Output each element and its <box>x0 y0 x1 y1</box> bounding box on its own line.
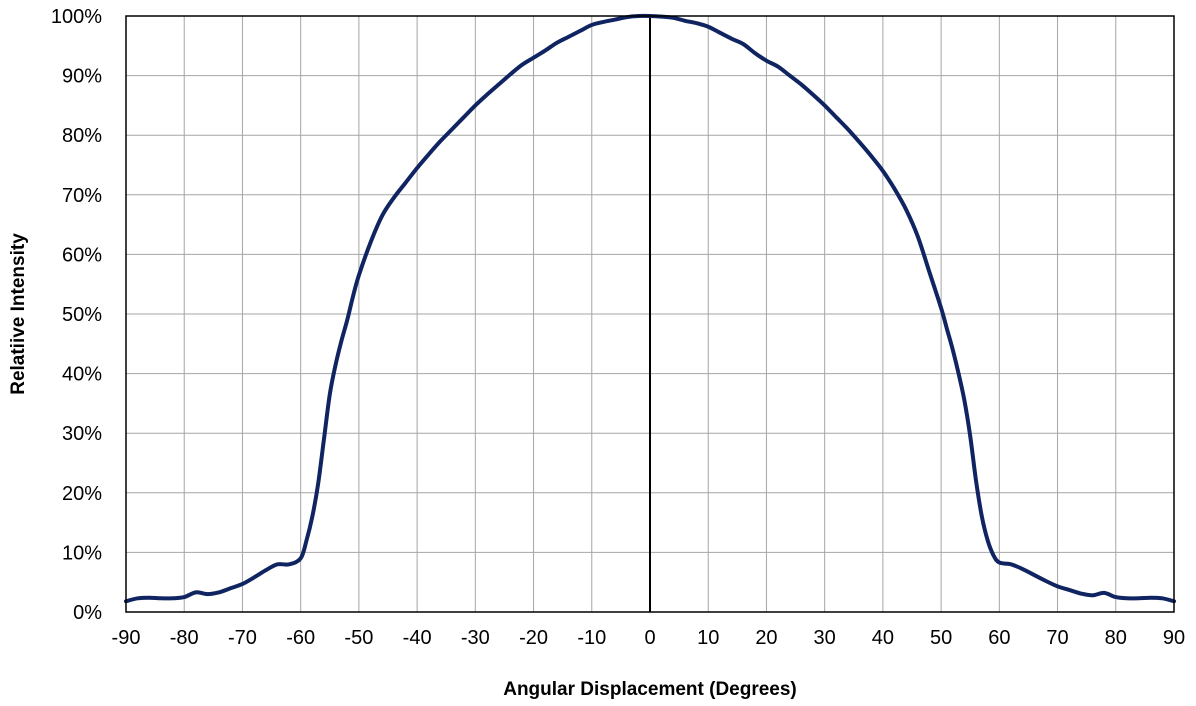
y-tick-label: 20% <box>62 483 102 505</box>
plot-area-border <box>125 15 1175 613</box>
x-tick-label: 0 <box>644 627 655 649</box>
y-tick-label: 10% <box>62 542 102 564</box>
x-tick-label: -60 <box>286 627 315 649</box>
x-tick-label: -20 <box>519 627 548 649</box>
x-tick-label: 50 <box>930 627 952 649</box>
x-tick-label: 90 <box>1163 627 1185 649</box>
x-axis-ticks: -90 -80 -70 -60 -50 -40 -30 -20 -10 0 10 20 30 40 50 60… <box>112 627 1186 649</box>
x-tick-label: -30 <box>461 627 490 649</box>
x-axis-title: Angular Displacement (Degrees) <box>503 679 797 700</box>
y-tick-label: 90% <box>62 66 102 88</box>
x-tick-label: -70 <box>228 627 257 649</box>
y-axis-ticks: 0% 10% 20% 30% 40% 50% 60% 70% 80% 90% 100% <box>51 6 102 624</box>
x-tick-label: 20 <box>755 627 777 649</box>
x-tick-label: 30 <box>814 627 836 649</box>
y-tick-label: 70% <box>62 185 102 207</box>
y-tick-label: 0% <box>73 602 102 624</box>
y-tick-label: 100% <box>51 6 102 28</box>
y-tick-label: 40% <box>62 364 102 386</box>
x-tick-label: -50 <box>344 627 373 649</box>
x-tick-label: 10 <box>697 627 719 649</box>
y-tick-label: 30% <box>62 423 102 445</box>
x-tick-label: 70 <box>1046 627 1068 649</box>
x-tick-label: 80 <box>1105 627 1127 649</box>
x-tick-label: -80 <box>170 627 199 649</box>
y-tick-label: 50% <box>62 304 102 326</box>
x-tick-label: -40 <box>403 627 432 649</box>
y-tick-label: 60% <box>62 244 102 266</box>
x-tick-label: 40 <box>872 627 894 649</box>
x-tick-label: -90 <box>112 627 141 649</box>
y-axis-title: Relatiive Intensity <box>8 233 29 395</box>
x-tick-label: -10 <box>577 627 606 649</box>
x-tick-label: 60 <box>988 627 1010 649</box>
y-tick-label: 80% <box>62 125 102 147</box>
